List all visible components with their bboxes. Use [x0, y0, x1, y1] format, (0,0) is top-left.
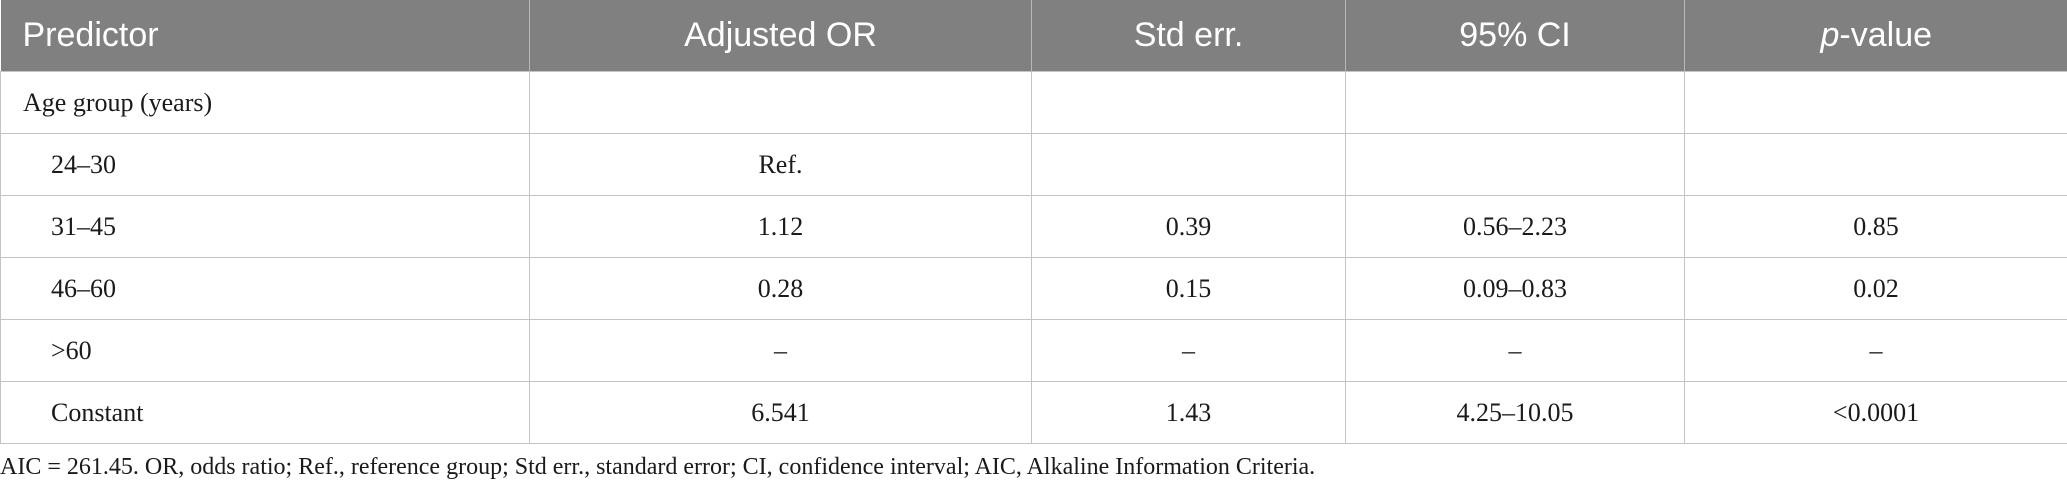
- cell-predictor: 46–60: [0, 257, 530, 320]
- header-p-value: p-value: [1684, 0, 2067, 72]
- cell-p-value: 0.85: [1684, 195, 2067, 258]
- cell-std-err: 0.39: [1031, 195, 1346, 258]
- cell-p-value: 0.02: [1684, 257, 2067, 320]
- cell-std-err: –: [1031, 319, 1346, 382]
- cell-adjusted-or: 6.541: [529, 381, 1032, 444]
- table-row: >60 – – – –: [0, 319, 2067, 382]
- cell-p-value: [1684, 133, 2067, 196]
- cell-predictor: Constant: [0, 381, 530, 444]
- results-table-container: Predictor Adjusted OR Std err. 95% CI p-…: [0, 0, 2067, 444]
- header-p-italic: p: [1820, 16, 1840, 54]
- header-adjusted-or: Adjusted OR: [529, 0, 1032, 72]
- header-row: Predictor Adjusted OR Std err. 95% CI p-…: [0, 0, 2067, 72]
- cell-adjusted-or: –: [529, 319, 1032, 382]
- table-body: Age group (years) 24–30 Ref. 31–45 1.12 …: [0, 71, 2067, 444]
- table-row: Constant 6.541 1.43 4.25–10.05 <0.0001: [0, 381, 2067, 444]
- cell-std-err: [1031, 71, 1346, 134]
- cell-p-value: –: [1684, 319, 2067, 382]
- header-95-ci: 95% CI: [1345, 0, 1685, 72]
- regression-results-table: Predictor Adjusted OR Std err. 95% CI p-…: [0, 0, 2067, 444]
- cell-std-err: 1.43: [1031, 381, 1346, 444]
- table-row: 31–45 1.12 0.39 0.56–2.23 0.85: [0, 195, 2067, 258]
- cell-95-ci: –: [1345, 319, 1685, 382]
- table-row: Age group (years): [0, 71, 2067, 134]
- table-footnote: AIC = 261.45. OR, odds ratio; Ref., refe…: [0, 454, 1316, 480]
- cell-95-ci: 4.25–10.05: [1345, 381, 1685, 444]
- cell-predictor: Age group (years): [0, 71, 530, 134]
- cell-p-value: <0.0001: [1684, 381, 2067, 444]
- cell-95-ci: 0.09–0.83: [1345, 257, 1685, 320]
- cell-95-ci: [1345, 71, 1685, 134]
- cell-adjusted-or: 1.12: [529, 195, 1032, 258]
- cell-std-err: [1031, 133, 1346, 196]
- cell-95-ci: [1345, 133, 1685, 196]
- cell-predictor: 31–45: [0, 195, 530, 258]
- cell-95-ci: 0.56–2.23: [1345, 195, 1685, 258]
- header-p-suffix: -value: [1839, 16, 1933, 54]
- cell-std-err: 0.15: [1031, 257, 1346, 320]
- header-predictor: Predictor: [0, 0, 530, 72]
- cell-p-value: [1684, 71, 2067, 134]
- cell-adjusted-or: 0.28: [529, 257, 1032, 320]
- header-std-err: Std err.: [1031, 0, 1346, 72]
- cell-adjusted-or: [529, 71, 1032, 134]
- cell-predictor: 24–30: [0, 133, 530, 196]
- table-row: 46–60 0.28 0.15 0.09–0.83 0.02: [0, 257, 2067, 320]
- cell-predictor: >60: [0, 319, 530, 382]
- table-header: Predictor Adjusted OR Std err. 95% CI p-…: [0, 0, 2067, 72]
- table-row: 24–30 Ref.: [0, 133, 2067, 196]
- cell-adjusted-or: Ref.: [529, 133, 1032, 196]
